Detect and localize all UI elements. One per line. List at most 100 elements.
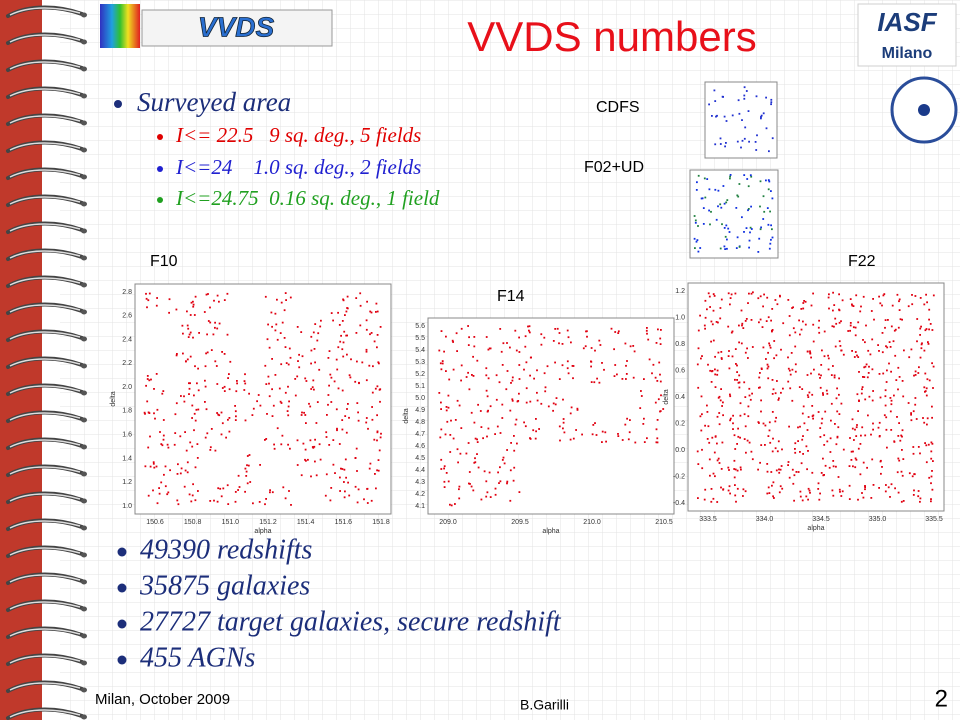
point (910, 419, 913, 422)
point (770, 224, 772, 227)
point (766, 463, 769, 465)
point (191, 417, 193, 419)
point (824, 464, 827, 467)
point (797, 471, 800, 473)
point (310, 475, 312, 478)
point (907, 402, 910, 404)
point (743, 137, 746, 140)
point (369, 310, 372, 313)
point (186, 461, 189, 464)
point (741, 139, 744, 142)
point (729, 419, 731, 422)
point (864, 341, 866, 344)
point (825, 389, 828, 392)
point (221, 387, 224, 389)
point (722, 96, 724, 98)
point (857, 356, 860, 358)
point (817, 482, 820, 485)
point (152, 462, 155, 465)
point (214, 360, 217, 363)
point (164, 485, 167, 488)
point (148, 379, 151, 382)
point (901, 435, 903, 438)
point (871, 368, 874, 371)
point (248, 392, 250, 395)
point (342, 355, 345, 358)
point (834, 317, 837, 320)
point (562, 418, 565, 420)
point (864, 485, 866, 487)
point (544, 386, 547, 389)
point (775, 469, 778, 472)
point (854, 334, 857, 337)
point (741, 216, 743, 219)
point (458, 404, 461, 407)
point (765, 358, 767, 360)
point (890, 403, 893, 406)
point (830, 419, 832, 422)
point (768, 180, 771, 183)
point (712, 497, 715, 500)
ring-shine (9, 304, 81, 313)
point (144, 412, 146, 415)
point (365, 319, 368, 322)
point (310, 388, 313, 390)
point (699, 314, 701, 317)
point (770, 319, 772, 322)
point (757, 297, 760, 300)
point (651, 372, 653, 375)
point (143, 411, 146, 414)
point (781, 448, 783, 451)
point (518, 364, 521, 366)
point (223, 353, 226, 355)
point (284, 292, 287, 294)
point (910, 412, 912, 414)
point (275, 323, 278, 326)
point (912, 446, 915, 448)
point (890, 483, 893, 486)
x-axis-label: alpha (254, 528, 271, 535)
point (365, 421, 368, 424)
point (736, 140, 739, 143)
point (443, 465, 446, 468)
ring-shine (9, 358, 81, 367)
point (359, 292, 362, 295)
point (767, 377, 770, 380)
point (885, 345, 887, 348)
point (540, 402, 543, 405)
point (701, 413, 703, 416)
point (867, 349, 870, 352)
point (356, 470, 358, 472)
point (829, 451, 832, 453)
point (724, 235, 727, 238)
point (610, 327, 613, 330)
point (884, 326, 886, 329)
point (445, 409, 448, 412)
point (477, 466, 480, 469)
point (932, 294, 935, 297)
point (186, 358, 189, 361)
point (776, 303, 779, 306)
point (540, 333, 543, 336)
point (762, 112, 765, 115)
point (332, 439, 335, 441)
point (819, 436, 822, 438)
point (341, 389, 344, 392)
point (458, 497, 461, 500)
point (536, 399, 539, 402)
point (762, 346, 765, 349)
point (658, 361, 661, 364)
point (207, 320, 210, 322)
point (912, 410, 915, 413)
point (726, 247, 728, 250)
point (599, 344, 602, 346)
point (750, 175, 753, 178)
point (923, 349, 926, 352)
point (760, 117, 762, 120)
point (184, 469, 187, 472)
x-tick-label: 210.5 (655, 519, 673, 526)
field-label: F22 (848, 253, 876, 270)
point (788, 315, 791, 317)
point (806, 374, 809, 376)
point (751, 392, 753, 395)
